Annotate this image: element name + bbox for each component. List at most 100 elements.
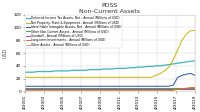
Identifiable Intangible Assets, Net - Annual (Millions of USD) [120, 86, 122, 87]
Other Assets - Annual (Millions of USD) [128, 90, 131, 91]
Identifiable Intangible Assets, Net - Annual (Millions of USD) [181, 75, 183, 76]
Goodwill - Annual (Millions of USD) [146, 89, 148, 90]
Identifiable Intangible Assets, Net - Annual (Millions of USD) [36, 86, 39, 87]
Goodwill - Annual (Millions of USD) [71, 89, 74, 90]
Deferred Income Tax Assets, Net - Annual (Millions of USD) [41, 71, 43, 72]
Long-term Investments - Annual (Millions of USD) [63, 90, 65, 91]
Other Assets - Annual (Millions of USD) [181, 90, 183, 91]
Identifiable Intangible Assets, Net - Annual (Millions of USD) [142, 86, 144, 87]
Other Non-Current Assets - Annual (Millions of USD) [36, 87, 39, 89]
Net Property, Plant & Equipment - Annual (Millions of USD) [71, 77, 74, 78]
Long-term Investments - Annual (Millions of USD) [146, 90, 148, 91]
Goodwill - Annual (Millions of USD) [194, 89, 196, 90]
Other Non-Current Assets - Annual (Millions of USD) [89, 87, 91, 89]
Other Assets - Annual (Millions of USD) [133, 90, 135, 91]
Other Non-Current Assets - Annual (Millions of USD) [194, 87, 196, 89]
Deferred Income Tax Assets, Net - Annual (Millions of USD) [168, 64, 170, 65]
Other Non-Current Assets - Annual (Millions of USD) [137, 87, 140, 89]
Identifiable Intangible Assets, Net - Annual (Millions of USD) [80, 86, 83, 87]
Other Assets - Annual (Millions of USD) [28, 90, 30, 91]
Goodwill - Annual (Millions of USD) [168, 89, 170, 90]
Other Non-Current Assets - Annual (Millions of USD) [163, 87, 166, 89]
Identifiable Intangible Assets, Net - Annual (Millions of USD) [163, 86, 166, 87]
Goodwill - Annual (Millions of USD) [142, 89, 144, 90]
Net Property, Plant & Equipment - Annual (Millions of USD) [93, 77, 96, 78]
Identifiable Intangible Assets, Net - Annual (Millions of USD) [93, 86, 96, 87]
Other Assets - Annual (Millions of USD) [124, 90, 126, 91]
Long-term Investments - Annual (Millions of USD) [36, 90, 39, 91]
Line: Identifiable Intangible Assets, Net - Annual (Millions of USD): Identifiable Intangible Assets, Net - An… [25, 73, 195, 86]
Goodwill - Annual (Millions of USD) [32, 89, 35, 90]
Legend: Deferred Income Tax Assets, Net - Annual (Millions of USD), Net Property, Plant : Deferred Income Tax Assets, Net - Annual… [25, 15, 122, 48]
Long-term Investments - Annual (Millions of USD) [98, 90, 100, 91]
Goodwill - Annual (Millions of USD) [85, 89, 87, 90]
Identifiable Intangible Assets, Net - Annual (Millions of USD) [85, 86, 87, 87]
Other Assets - Annual (Millions of USD) [50, 90, 52, 91]
Goodwill - Annual (Millions of USD) [36, 89, 39, 90]
Net Property, Plant & Equipment - Annual (Millions of USD) [159, 73, 161, 74]
Deferred Income Tax Assets, Net - Annual (Millions of USD) [190, 61, 192, 62]
Net Property, Plant & Equipment - Annual (Millions of USD) [163, 70, 166, 72]
Deferred Income Tax Assets, Net - Annual (Millions of USD) [111, 68, 113, 70]
Deferred Income Tax Assets, Net - Annual (Millions of USD) [85, 70, 87, 71]
Line: Net Property, Plant & Equipment - Annual (Millions of USD): Net Property, Plant & Equipment - Annual… [25, 31, 195, 77]
Deferred Income Tax Assets, Net - Annual (Millions of USD) [89, 69, 91, 70]
Other Non-Current Assets - Annual (Millions of USD) [98, 87, 100, 89]
Other Assets - Annual (Millions of USD) [67, 90, 70, 91]
Identifiable Intangible Assets, Net - Annual (Millions of USD) [63, 86, 65, 87]
Long-term Investments - Annual (Millions of USD) [76, 90, 78, 91]
Deferred Income Tax Assets, Net - Annual (Millions of USD) [71, 70, 74, 71]
Identifiable Intangible Assets, Net - Annual (Millions of USD) [45, 86, 48, 87]
Long-term Investments - Annual (Millions of USD) [124, 90, 126, 91]
Other Assets - Annual (Millions of USD) [23, 90, 26, 91]
Other Non-Current Assets - Annual (Millions of USD) [124, 87, 126, 89]
Long-term Investments - Annual (Millions of USD) [185, 87, 188, 89]
Net Property, Plant & Equipment - Annual (Millions of USD) [80, 77, 83, 78]
Long-term Investments - Annual (Millions of USD) [111, 90, 113, 91]
Net Property, Plant & Equipment - Annual (Millions of USD) [172, 59, 175, 60]
Deferred Income Tax Assets, Net - Annual (Millions of USD) [36, 71, 39, 72]
Goodwill - Annual (Millions of USD) [23, 89, 26, 90]
Other Assets - Annual (Millions of USD) [150, 90, 153, 91]
Net Property, Plant & Equipment - Annual (Millions of USD) [58, 77, 61, 78]
Goodwill - Annual (Millions of USD) [133, 89, 135, 90]
Other Assets - Annual (Millions of USD) [54, 90, 56, 91]
Long-term Investments - Annual (Millions of USD) [159, 90, 161, 91]
Deferred Income Tax Assets, Net - Annual (Millions of USD) [63, 70, 65, 72]
Other Assets - Annual (Millions of USD) [76, 90, 78, 91]
Goodwill - Annual (Millions of USD) [120, 89, 122, 90]
Deferred Income Tax Assets, Net - Annual (Millions of USD) [107, 68, 109, 70]
Goodwill - Annual (Millions of USD) [54, 89, 56, 90]
Other Assets - Annual (Millions of USD) [98, 90, 100, 91]
Long-term Investments - Annual (Millions of USD) [89, 90, 91, 91]
Long-term Investments - Annual (Millions of USD) [168, 90, 170, 91]
Goodwill - Annual (Millions of USD) [93, 89, 96, 90]
Net Property, Plant & Equipment - Annual (Millions of USD) [54, 77, 56, 78]
Other Assets - Annual (Millions of USD) [36, 90, 39, 91]
Long-term Investments - Annual (Millions of USD) [58, 90, 61, 91]
Net Property, Plant & Equipment - Annual (Millions of USD) [124, 77, 126, 78]
Deferred Income Tax Assets, Net - Annual (Millions of USD) [50, 71, 52, 72]
Identifiable Intangible Assets, Net - Annual (Millions of USD) [58, 86, 61, 87]
Identifiable Intangible Assets, Net - Annual (Millions of USD) [107, 86, 109, 87]
Goodwill - Annual (Millions of USD) [41, 89, 43, 90]
Identifiable Intangible Assets, Net - Annual (Millions of USD) [102, 86, 105, 87]
Other Non-Current Assets - Annual (Millions of USD) [120, 87, 122, 89]
Goodwill - Annual (Millions of USD) [150, 89, 153, 90]
Deferred Income Tax Assets, Net - Annual (Millions of USD) [185, 61, 188, 63]
Deferred Income Tax Assets, Net - Annual (Millions of USD) [58, 70, 61, 72]
Long-term Investments - Annual (Millions of USD) [45, 90, 48, 91]
Net Property, Plant & Equipment - Annual (Millions of USD) [150, 77, 153, 78]
Other Non-Current Assets - Annual (Millions of USD) [142, 87, 144, 89]
Identifiable Intangible Assets, Net - Annual (Millions of USD) [111, 86, 113, 87]
Long-term Investments - Annual (Millions of USD) [32, 90, 35, 91]
Other Non-Current Assets - Annual (Millions of USD) [181, 87, 183, 89]
Other Non-Current Assets - Annual (Millions of USD) [150, 87, 153, 89]
Goodwill - Annual (Millions of USD) [58, 89, 61, 90]
Deferred Income Tax Assets, Net - Annual (Millions of USD) [32, 72, 35, 73]
Long-term Investments - Annual (Millions of USD) [163, 90, 166, 91]
Net Property, Plant & Equipment - Annual (Millions of USD) [146, 77, 148, 78]
Other Assets - Annual (Millions of USD) [58, 90, 61, 91]
Long-term Investments - Annual (Millions of USD) [28, 90, 30, 91]
Long-term Investments - Annual (Millions of USD) [177, 89, 179, 90]
